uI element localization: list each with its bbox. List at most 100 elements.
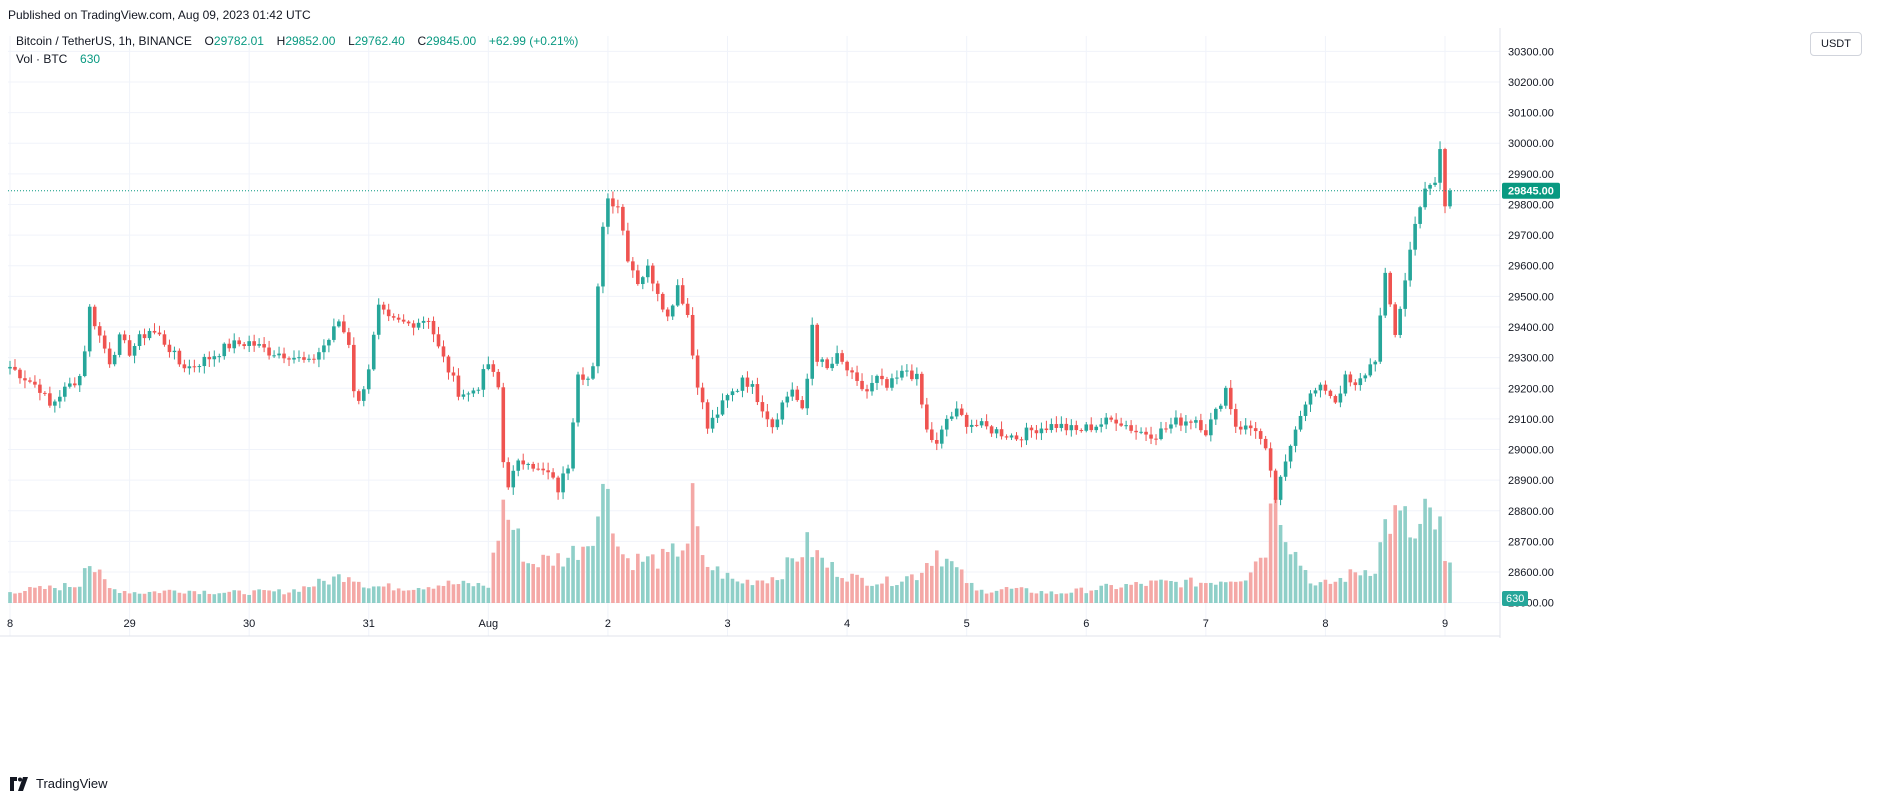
volume-bar xyxy=(1268,503,1273,603)
candle xyxy=(1149,426,1153,445)
candle xyxy=(172,346,177,360)
y-tick-label: 29600.00 xyxy=(1508,261,1554,273)
volume-bar xyxy=(1074,588,1079,603)
candle xyxy=(1184,415,1188,433)
volume-bar xyxy=(586,546,590,603)
candle xyxy=(1283,454,1288,481)
candle xyxy=(1094,424,1099,433)
candle xyxy=(8,360,12,375)
last-price-badge xyxy=(1502,182,1560,199)
candle xyxy=(227,338,232,352)
candle xyxy=(1174,410,1178,428)
candle xyxy=(566,464,570,480)
volume-bar xyxy=(1164,580,1168,603)
candle xyxy=(830,357,834,371)
candle xyxy=(735,388,740,393)
candle xyxy=(591,362,595,381)
candle xyxy=(242,342,246,350)
volume-bar xyxy=(262,590,266,603)
candle xyxy=(1268,442,1273,478)
candle xyxy=(1378,307,1383,364)
candle xyxy=(33,375,37,388)
volume-bar xyxy=(596,516,600,603)
candlestick-chart[interactable]: 30300.00 30200.00 30100.00 30000.00 29900.00… xyxy=(0,28,1883,773)
candle xyxy=(516,458,521,477)
volume-bar xyxy=(1199,582,1203,603)
candle xyxy=(1338,385,1343,408)
x-tick-label: 31 xyxy=(363,618,375,630)
x-tick-label: Aug xyxy=(479,618,499,630)
volume-bar xyxy=(1154,580,1158,603)
volume-bar xyxy=(536,567,540,603)
candle xyxy=(1009,433,1014,441)
candle xyxy=(690,307,695,360)
volume-bar xyxy=(855,574,859,603)
candle xyxy=(586,376,590,387)
volume-bar xyxy=(212,594,217,603)
candle xyxy=(825,357,829,370)
candle xyxy=(546,462,550,480)
candle xyxy=(1333,394,1338,404)
volume-bar xyxy=(297,591,301,603)
candle xyxy=(785,391,790,408)
currency-button[interactable]: USDT xyxy=(1810,32,1862,56)
volume-label: Vol · BTC xyxy=(16,52,68,66)
volume-bar xyxy=(810,557,815,603)
volume-bar xyxy=(1169,581,1173,603)
close-value: 29845.00 xyxy=(426,34,477,48)
chart-area[interactable]: 30300.00 30200.00 30100.00 30000.00 29900.00… xyxy=(0,28,1883,773)
x-tick-label: 6 xyxy=(1083,618,1089,630)
candle xyxy=(1228,379,1233,415)
candle xyxy=(1428,183,1432,196)
price-change: +62.99 (+0.21%) xyxy=(488,34,579,48)
volume-bar xyxy=(287,592,291,603)
volume-bar xyxy=(381,586,386,603)
volume-bar xyxy=(650,554,655,603)
candle xyxy=(1413,216,1417,256)
candle xyxy=(1438,141,1442,190)
volume-bar xyxy=(944,558,949,603)
candle xyxy=(396,313,401,323)
candle xyxy=(705,399,710,434)
volume-bar xyxy=(954,567,959,603)
candle xyxy=(989,424,994,437)
volume-bar xyxy=(1303,570,1308,603)
volume-bar xyxy=(815,550,819,603)
candle xyxy=(386,303,391,322)
candle xyxy=(356,389,361,405)
volume-bar xyxy=(1388,533,1393,603)
volume-bar xyxy=(1378,542,1383,603)
candle xyxy=(456,368,461,401)
candle xyxy=(1388,271,1393,307)
candle xyxy=(725,393,730,408)
candle xyxy=(1393,302,1397,338)
volume-bar xyxy=(890,586,894,603)
volume-bar xyxy=(576,559,580,603)
volume-bar xyxy=(117,593,122,603)
volume-bar xyxy=(152,591,157,603)
candle xyxy=(1074,420,1079,435)
x-tick-label: 3 xyxy=(724,618,730,630)
volume-bar xyxy=(1054,594,1059,603)
volume-bar xyxy=(631,570,635,603)
candle xyxy=(710,409,715,433)
volume-bar xyxy=(660,548,665,603)
volume-bar xyxy=(461,580,466,603)
candle xyxy=(1029,425,1034,438)
candle xyxy=(670,304,675,320)
volume-bar xyxy=(207,593,212,603)
candle xyxy=(964,412,969,434)
candle xyxy=(18,367,22,384)
candle xyxy=(820,357,824,368)
volume-bar xyxy=(1194,586,1198,603)
volume-bar xyxy=(850,573,854,603)
candle xyxy=(1169,417,1173,434)
candle xyxy=(780,400,785,425)
candle xyxy=(1099,418,1104,433)
y-tick-label: 29900.00 xyxy=(1508,169,1554,181)
volume-bar xyxy=(356,581,361,603)
candle xyxy=(1448,188,1452,209)
volume-bar xyxy=(87,566,92,603)
volume-bar xyxy=(1119,587,1123,603)
y-tick-label: 28600.00 xyxy=(1508,567,1554,579)
